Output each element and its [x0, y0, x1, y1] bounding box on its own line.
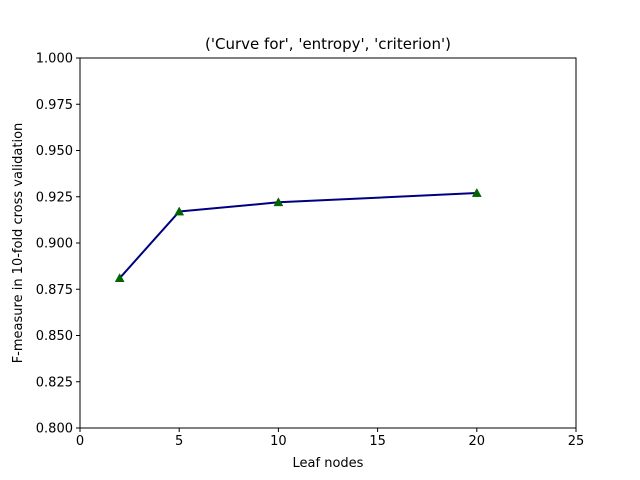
y-tick-label: 0.975 [36, 98, 73, 113]
y-tick-label: 1.000 [36, 52, 73, 67]
chart-title: ('Curve for', 'entropy', 'criterion') [205, 35, 451, 53]
y-tick-label: 0.875 [36, 283, 73, 298]
data-point-marker [174, 206, 185, 216]
x-tick-label: 15 [369, 434, 386, 449]
y-tick-label: 0.825 [36, 375, 73, 390]
series-line [118, 192, 478, 280]
plot-area [80, 58, 576, 428]
x-axis-ticks: 0 5 10 15 20 25 [76, 428, 584, 449]
y-tick-label: 0.800 [36, 422, 73, 437]
plot-frame [79, 57, 577, 429]
y-tick-label: 0.925 [36, 190, 73, 205]
x-tick-label: 0 [76, 434, 84, 449]
data-point-marker [114, 273, 125, 282]
y-axis-label: F-measure in 10-fold cross validation [11, 123, 26, 364]
x-tick-label: 10 [270, 434, 287, 449]
series-layer [114, 188, 482, 282]
x-tick-label: 25 [568, 434, 585, 449]
y-tick-label: 0.950 [36, 144, 73, 159]
data-point-marker [273, 197, 284, 207]
x-tick-label: 20 [469, 434, 486, 449]
y-axis-ticks: 0.800 0.825 0.850 0.875 0.900 0.925 0.950 0.975… [36, 52, 80, 437]
data-point-marker [471, 188, 482, 197]
x-axis-label: Leaf nodes [293, 456, 364, 471]
y-tick-label: 0.900 [36, 237, 73, 252]
y-tick-label: 0.850 [36, 329, 73, 344]
x-tick-label: 5 [175, 434, 183, 449]
